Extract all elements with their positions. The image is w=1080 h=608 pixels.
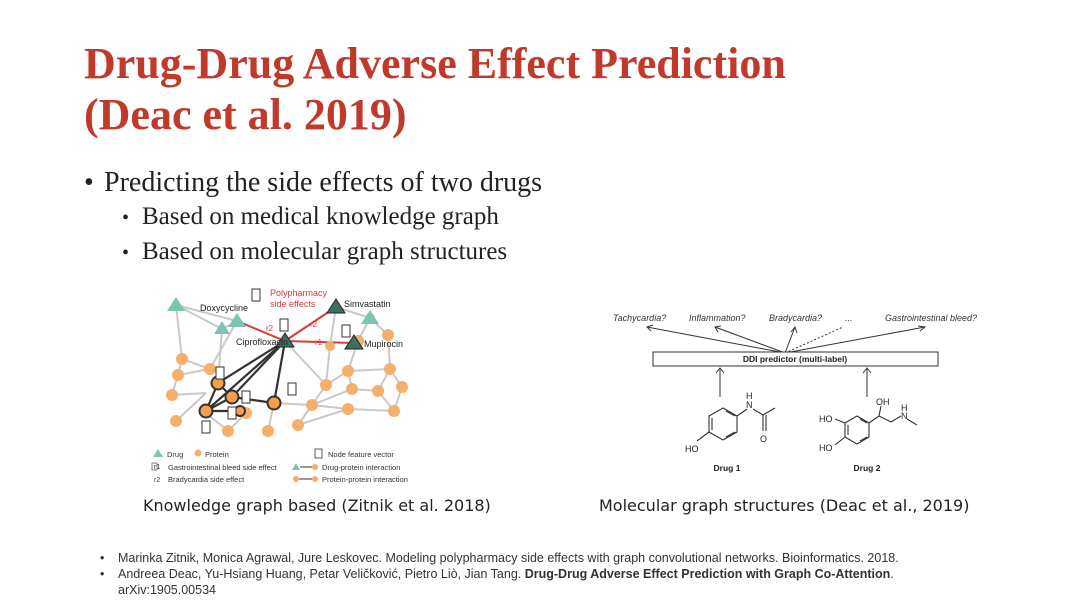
legend-r2-label: r2 — [154, 477, 160, 484]
bullet-sub-1: • Based on medical knowledge graph — [122, 200, 542, 235]
knowledge-graph-figure: Doxycycline Simvastatin Ciprofloxacin Mu… — [151, 288, 408, 484]
bullet-dot: • — [122, 207, 130, 229]
bullet-main-text: Predicting the side effects of two drugs — [104, 167, 543, 198]
reference-1-text: Marinka Zitnik, Monica Agrawal, Jure Les… — [118, 551, 899, 565]
drug2-ho-top: HO — [819, 414, 833, 424]
output-tachycardia: Tachycardia? — [613, 313, 666, 323]
legend-r1-sym — [151, 462, 158, 471]
legend-protein-protein: Protein-protein interaction — [322, 475, 408, 484]
legend-pp-icon-b — [312, 476, 318, 482]
edge-label-r2-left: r2 — [266, 324, 274, 333]
legend-r1-label: r1 — [154, 464, 160, 471]
legend-r1: Gastrointestinal bleed side effect — [168, 463, 278, 472]
legend-node-feature: Node feature vector — [328, 450, 394, 459]
bullet-sub-1-text: Based on medical knowledge graph — [142, 203, 499, 230]
legend-dp-protein-icon — [312, 464, 318, 470]
legend-protein: Protein — [205, 450, 229, 459]
reference-1: Marinka Zitnik, Monica Agrawal, Jure Les… — [100, 550, 899, 566]
output-arrows — [646, 324, 927, 354]
label-polypharmacy: Polypharmacy — [270, 288, 328, 298]
drug1-o: O — [760, 434, 767, 444]
edge-label-r2-right: r2 — [310, 320, 318, 329]
drug2-n: N — [901, 411, 908, 421]
drug1-n: N — [746, 400, 753, 410]
label-ciprofloxacin: Ciprofloxacin — [236, 337, 288, 347]
drug-nodes — [167, 297, 379, 350]
legend-protein-icon — [194, 449, 202, 457]
bullet-sub-2: • Based on molecular graph structures — [122, 235, 542, 270]
legend-dp-drug-icon — [292, 463, 300, 470]
edge-label-r1: r1 — [315, 338, 323, 347]
label-side-effects: side effects — [270, 299, 316, 309]
drug1-ho: HO — [685, 444, 699, 454]
caption-knowledge-graph: Knowledge graph based (Zitnik et al. 201… — [143, 496, 491, 515]
bullet-sub-2-text: Based on molecular graph structures — [142, 238, 508, 265]
legend-drug-icon — [153, 449, 163, 457]
ddi-figure: Tachycardia? Inflammation? Bradycardia? … — [613, 313, 977, 473]
title-line-2: (Deac et al. 2019) — [84, 90, 407, 139]
drug2-structure — [834, 405, 918, 446]
drug2-label: Drug 2 — [854, 463, 881, 473]
drug2-h: H — [901, 403, 908, 413]
protein-nodes — [166, 313, 408, 437]
legend-r2: Bradycardia side effect — [168, 475, 245, 484]
legend-pp-icon-a — [293, 476, 299, 482]
feature-vector-icons — [201, 288, 351, 434]
legend-drug: Drug — [167, 450, 183, 459]
caption-molecular-graph: Molecular graph structures (Deac et al.,… — [599, 496, 970, 515]
bullet-dot: • — [122, 242, 130, 264]
reference-2-end: . — [890, 567, 894, 581]
bullet-dot: • — [84, 167, 94, 198]
output-gi-bleed: Gastrointestinal bleed? — [885, 313, 977, 323]
label-doxycycline: Doxycycline — [200, 303, 248, 313]
reference-2: Andreea Deac, Yu-Hsiang Huang, Petar Vel… — [100, 566, 899, 598]
bullet-list: • Predicting the side effects of two drug… — [84, 166, 542, 270]
drug2-ho-bottom: HO — [819, 443, 833, 453]
reference-2-title: Drug-Drug Adverse Effect Prediction with… — [524, 567, 891, 581]
drug1-label: Drug 1 — [714, 463, 741, 473]
label-simvastatin: Simvastatin — [344, 299, 391, 309]
drug1-h: H — [746, 391, 753, 401]
output-inflammation: Inflammation? — [689, 313, 746, 323]
references: Marinka Zitnik, Monica Agrawal, Jure Les… — [100, 550, 899, 598]
label-mupirocin: Mupirocin — [364, 339, 403, 349]
drug1-structure — [696, 407, 776, 442]
input-arrows — [715, 367, 872, 397]
bullet-main: • Predicting the side effects of two drug… — [84, 166, 542, 200]
output-bradycardia: Bradycardia? — [769, 313, 822, 323]
reference-2-arxiv: arXiv:1905.00534 — [118, 583, 216, 597]
ddi-predictor-box — [652, 351, 939, 367]
legend-node-feature-icon — [314, 448, 323, 459]
title-line-1: Drug-Drug Adverse Effect Prediction — [84, 39, 786, 88]
reference-2-authors: Andreea Deac, Yu-Hsiang Huang, Petar Vel… — [118, 567, 525, 581]
drug2-oh: OH — [876, 397, 890, 407]
slide-title: Drug-Drug Adverse Effect Prediction (Dea… — [84, 38, 1044, 140]
ddi-predictor-label: DDI predictor (multi-label) — [743, 354, 848, 364]
legend-drug-protein: Drug-protein interaction — [322, 463, 400, 472]
output-ellipsis: ... — [845, 313, 853, 323]
